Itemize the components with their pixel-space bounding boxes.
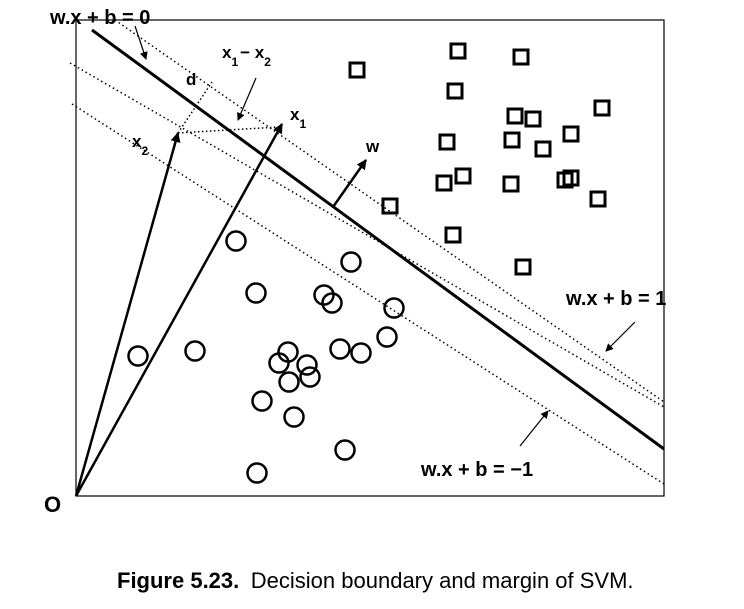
negative-points — [127, 230, 405, 484]
circle-point — [299, 366, 321, 388]
figure-caption: Figure 5.23. Decision boundary and margi… — [117, 568, 634, 593]
circle-point — [350, 342, 372, 364]
square-point — [444, 226, 462, 244]
positive-points — [348, 42, 611, 276]
normal-w-label: w — [365, 137, 380, 156]
figure-number: Figure 5.23. — [117, 568, 239, 593]
diff-vector — [177, 126, 279, 134]
plus-margin-line-visible — [114, 19, 665, 403]
square-point — [589, 190, 607, 208]
origin-label: O — [44, 492, 61, 517]
x1-label: x1 — [290, 105, 306, 131]
circle-point — [383, 297, 405, 319]
circle-point — [313, 284, 335, 306]
circle-point — [321, 292, 343, 314]
circle-point — [283, 406, 305, 428]
distance-d — [177, 81, 213, 134]
minus-margin-label: w.x + b = −1 — [420, 459, 533, 481]
pointer-plus-margin — [605, 321, 636, 352]
square-point — [503, 131, 521, 149]
square-point — [446, 82, 464, 100]
minus-margin-line-visible — [71, 103, 665, 485]
square-point — [502, 175, 520, 193]
square-point — [562, 169, 580, 187]
diff-label: x1− x2 — [222, 43, 271, 69]
distance-d-label: d — [186, 70, 196, 89]
plot-frame — [75, 19, 665, 497]
caption-text: Decision boundary and margin of SVM. — [251, 568, 634, 593]
plus-margin-line — [69, 62, 665, 408]
boundary-label: w.x + b = 0 — [49, 7, 150, 29]
pointer-minus-margin — [519, 410, 549, 447]
circle-point — [225, 230, 247, 252]
x2-label: x2 — [132, 132, 148, 158]
circle-point — [268, 352, 290, 374]
circle-point — [329, 338, 351, 360]
circle-point — [334, 439, 356, 461]
square-point — [435, 174, 453, 192]
circle-point — [245, 282, 267, 304]
normal-vector-w — [331, 159, 368, 208]
circle-point — [127, 345, 149, 367]
plus-margin-label: w.x + b = 1 — [565, 288, 666, 310]
decision-boundary — [91, 28, 665, 451]
square-point — [514, 258, 532, 276]
square-point — [348, 61, 366, 79]
square-point — [381, 197, 399, 215]
circle-point — [340, 251, 362, 273]
circle-point — [246, 462, 268, 484]
square-point — [454, 167, 472, 185]
pointer-diff — [237, 77, 257, 121]
square-point — [534, 140, 552, 158]
square-point — [593, 99, 611, 117]
circle-point — [184, 340, 206, 362]
vector-x2 — [74, 132, 181, 497]
circle-point — [296, 354, 318, 376]
square-point — [562, 125, 580, 143]
circle-point — [376, 326, 398, 348]
vector-x1 — [74, 123, 284, 497]
circle-point — [251, 390, 273, 412]
pointer-boundary — [134, 25, 148, 60]
square-point — [449, 42, 467, 60]
square-point — [438, 133, 456, 151]
circle-point — [278, 371, 300, 393]
square-point — [524, 110, 542, 128]
square-point — [506, 107, 524, 125]
square-point — [512, 48, 530, 66]
